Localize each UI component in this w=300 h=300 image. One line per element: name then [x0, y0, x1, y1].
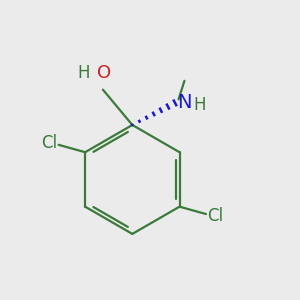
Text: Cl: Cl: [208, 206, 224, 224]
Text: N: N: [177, 92, 192, 112]
Text: O: O: [97, 64, 111, 82]
Text: Cl: Cl: [41, 134, 57, 152]
Text: H: H: [193, 96, 206, 114]
Text: H: H: [77, 64, 90, 82]
